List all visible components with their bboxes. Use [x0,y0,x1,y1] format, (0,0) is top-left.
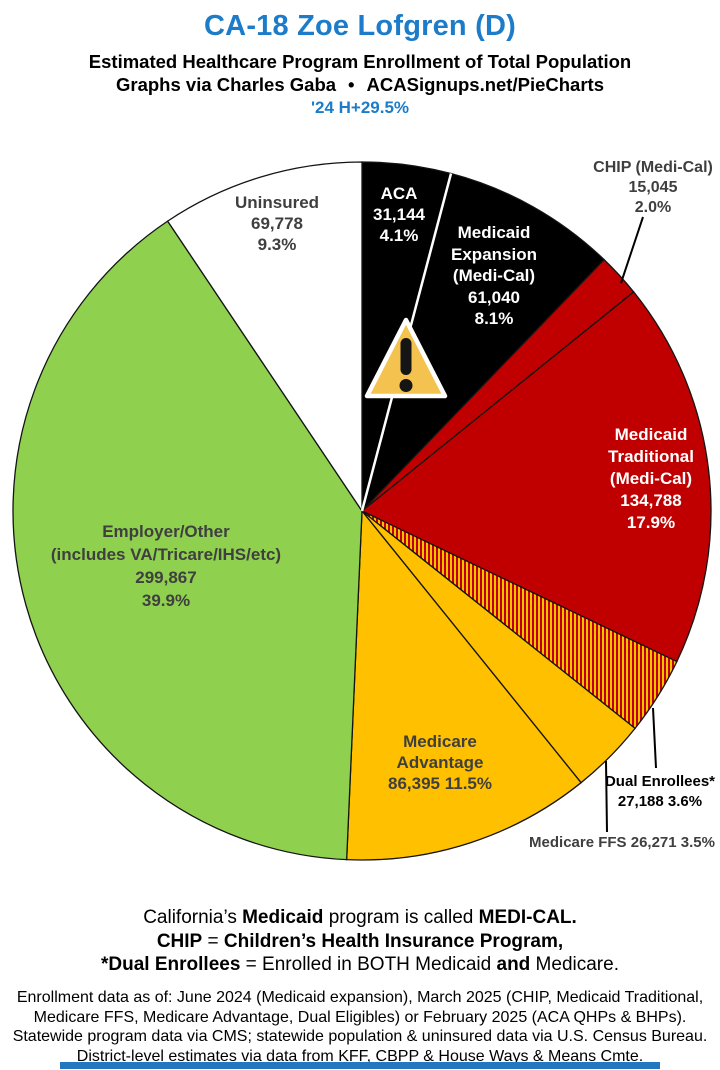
footnote-line: Medicare FFS, Medicare Advantage, Dual E… [33,1008,687,1026]
pie-label-employer-other: Employer/Other (includes VA/Tricare/IHS/e… [50,522,282,610]
pie-slice-medicaid-expansion [360,172,606,514]
pie-slice-uninsured [166,161,363,514]
warning-triangle-icon [364,317,448,399]
credit-site: ACASignups.net/PieCharts [366,74,604,95]
credit-author: Graphs via Charles Gaba [116,74,337,95]
footnote-line: Enrollment data as of: June 2024 (Medica… [16,989,704,1006]
page-title: CA-18 Zoe Lofgren (D) [204,10,516,42]
dual-enrollees-leader-line [652,707,657,769]
pie-svg [12,161,712,861]
pie-label-medicare-advantage: Medicare Advantage 86,395 11.5% [388,732,492,793]
pie-slice-employer-other [12,220,363,861]
pie-slice-medicare-advantage [345,509,582,861]
footnote-line: District-level estimates via data from K… [76,1047,644,1065]
footnotes-block: Enrollment data as of: June 2024 (Medica… [0,988,720,1066]
pie-label-medicaid-traditional: Medicaid Traditional (Medi-Cal) 134,788 17.9… [608,425,694,532]
chip-leader-line [620,216,644,284]
medicare-ffs-leader-line [605,760,608,833]
bottom-blue-bar [60,1062,660,1069]
pie-label-chip: CHIP (Medi-Cal) 15,045 2.0% [593,159,713,216]
pie-slices [12,161,712,861]
pie-label-uninsured: Uninsured 69,778 9.3% [234,193,320,254]
note-chip: CHIP = Children’s Health Insurance Progr… [156,930,564,952]
credit-bullet-icon: • [348,74,355,95]
footnote-line: Statewide program data via CMS; statewid… [12,1028,708,1045]
note-medical: California’s Medicaid program is called … [143,907,577,928]
credit-line: Graphs via Charles Gaba • ACASignups.net/P… [0,74,720,96]
note-dual: *Dual Enrollees = Enrolled in BOTH Medic… [101,954,619,975]
pie-chart: ACA 31,144 4.1% Medicaid Expansion (Medi-Cal)… [0,150,720,870]
pie-label-medicaid-expansion: Medicaid Expansion (Medi-Cal) 61,040 8.1% [451,223,537,328]
growth-stat: '24 H+29.5% [310,98,410,117]
subtitle: Estimated Healthcare Program Enrollment … [88,51,632,72]
pie-label-dual-enrollees: Dual Enrollees* 27,188 3.6% [604,773,716,810]
pie-slice-medicaid-traditional [360,291,712,663]
notes-block: California’s Medicaid program is called … [0,906,720,977]
pie-label-aca: ACA 31,144 4.1% [373,184,425,245]
pie-label-medicare-ffs: Medicare FFS 26,271 3.5% [529,834,715,851]
